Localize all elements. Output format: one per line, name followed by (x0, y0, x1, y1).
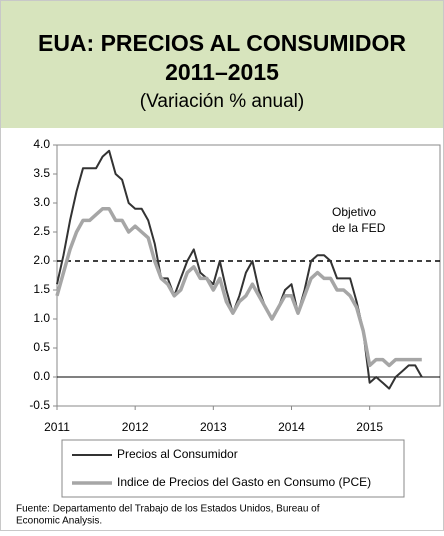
y-tick-label: 2.0 (33, 253, 50, 267)
header-bg (1, 1, 443, 128)
legend-label: Indice de Precios del Gasto en Consumo (… (117, 475, 371, 489)
legend-label: Precios al Consumidor (117, 447, 238, 461)
annotation: de la FED (332, 221, 386, 235)
y-tick-label: -0.5 (29, 398, 50, 412)
x-tick-label: 2011 (44, 420, 70, 434)
annotation: Objetivo (332, 205, 376, 219)
x-tick-label: 2012 (122, 420, 149, 434)
y-tick-label: 4.0 (33, 137, 50, 151)
y-tick-label: 0.5 (33, 340, 50, 354)
source: Economic Analysis. (16, 516, 102, 527)
x-tick-label: 2013 (200, 420, 227, 434)
y-tick-label: 3.0 (33, 195, 50, 209)
y-tick-label: 0.0 (33, 369, 50, 383)
y-tick-label: 1.0 (33, 311, 50, 325)
legend-box (61, 439, 405, 498)
chart-title: 2011–2015 (165, 59, 279, 85)
series-line (55, 207, 422, 368)
y-tick-label: 1.5 (33, 282, 50, 296)
y-tick-label: 2.5 (33, 224, 50, 238)
chart-title: EUA: PRECIOS AL CONSUMIDOR (38, 30, 406, 56)
chart-subtitle: (Variación % anual) (140, 91, 304, 112)
source: Fuente: Departamento del Trabajo de los … (16, 504, 320, 515)
x-tick-label: 2014 (278, 420, 305, 434)
y-tick-label: 3.5 (33, 166, 50, 180)
plot-frame (56, 144, 441, 407)
x-tick-label: 2015 (356, 420, 383, 434)
